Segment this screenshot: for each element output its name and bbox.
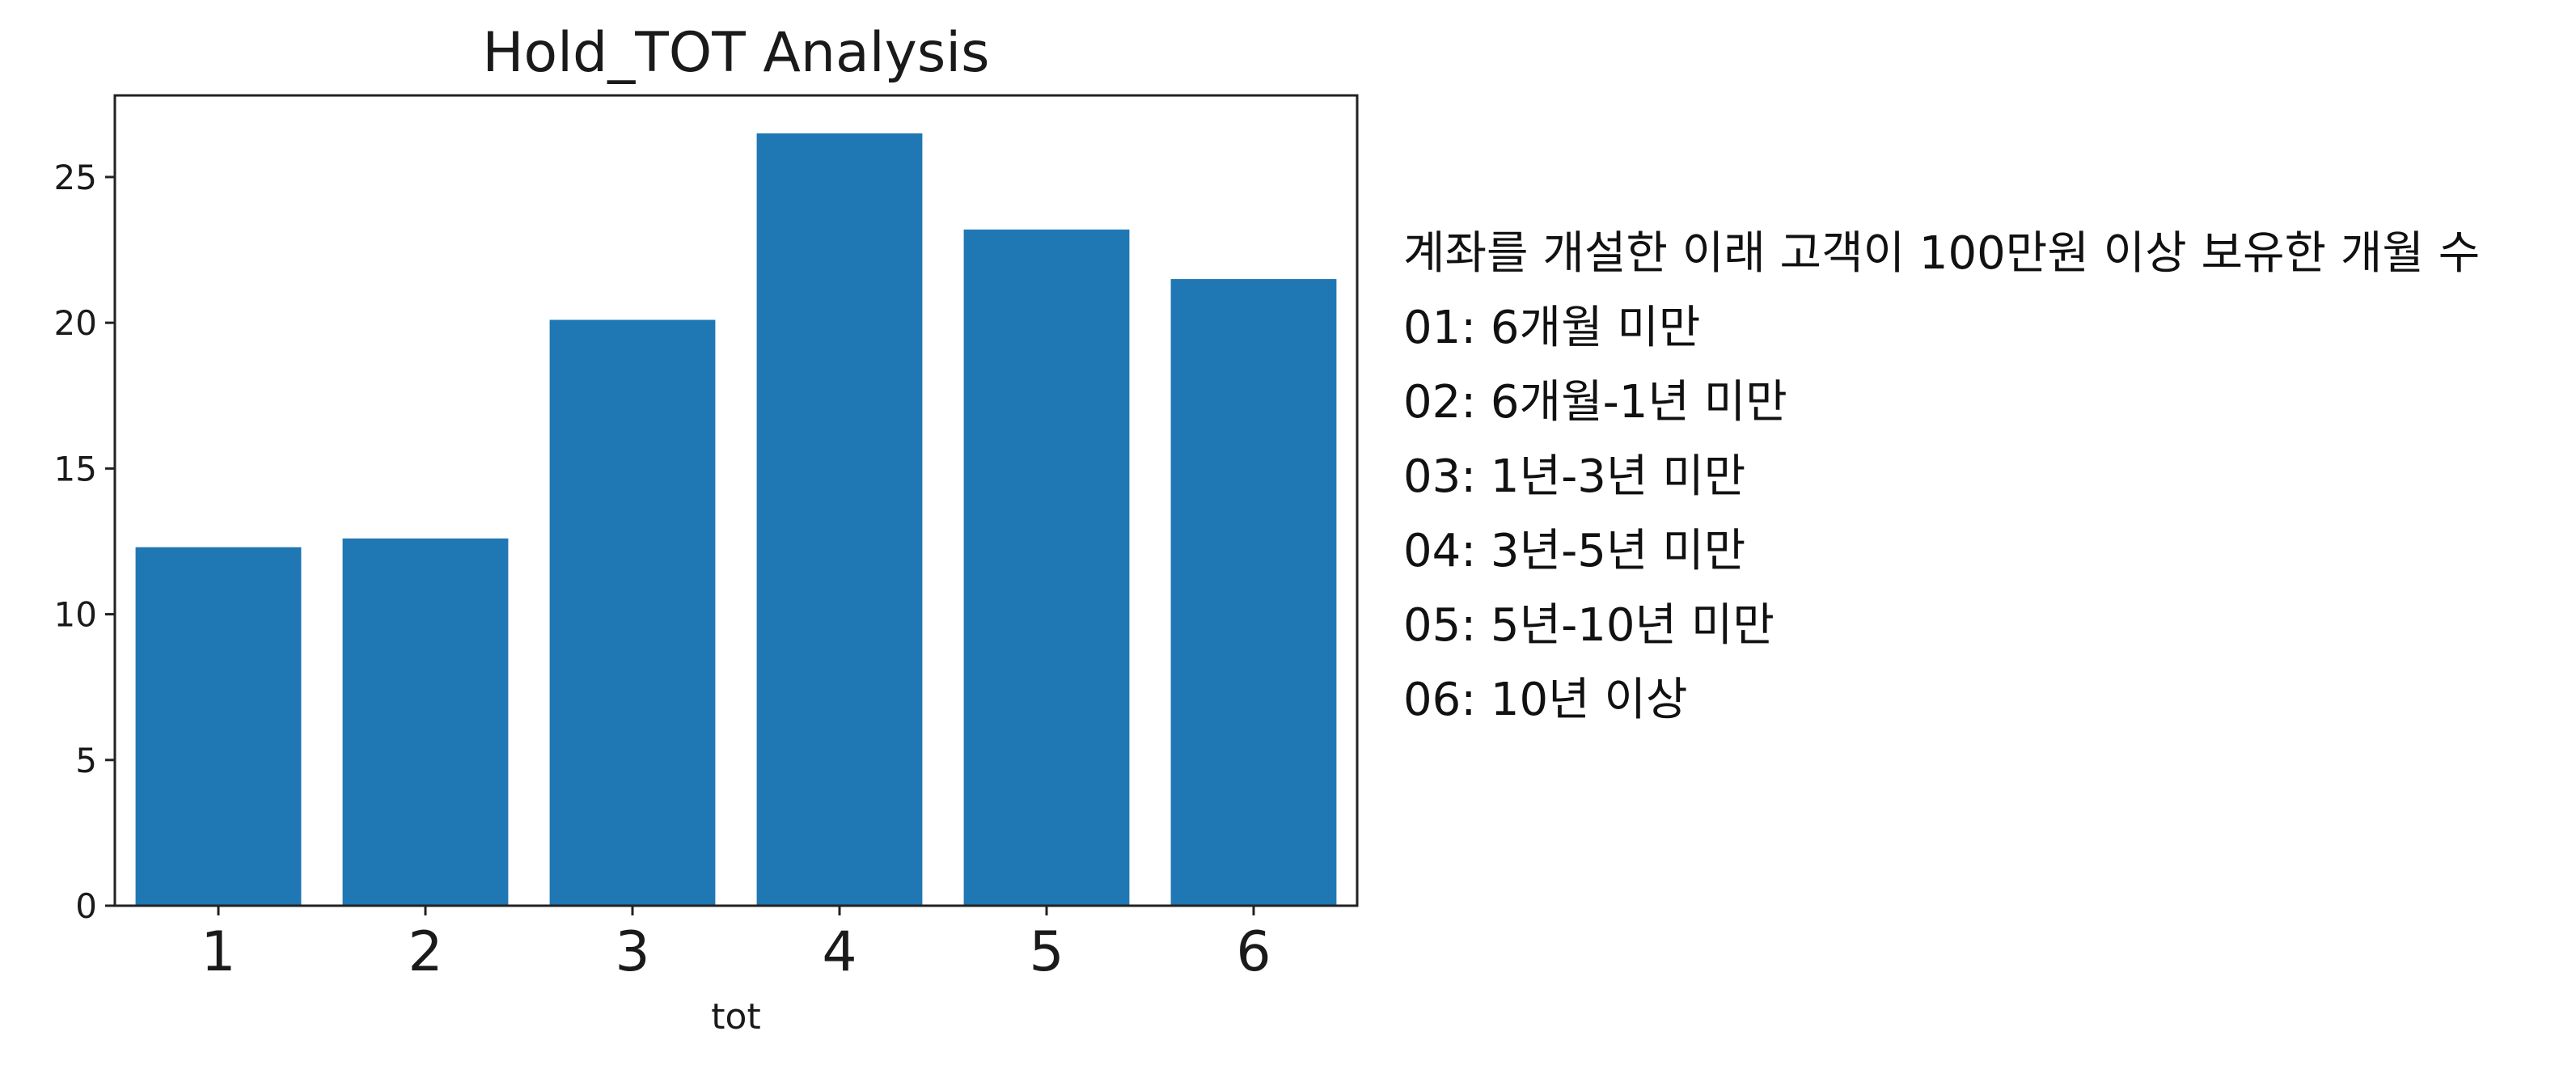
legend-text-block: 계좌를 개설한 이래 고객이 100만원 이상 보유한 개월 수 01: 6개월… xyxy=(1403,217,2560,738)
legend-heading: 계좌를 개설한 이래 고객이 100만원 이상 보유한 개월 수 xyxy=(1403,227,2481,280)
legend-item-01: 01: 6개월 미만 xyxy=(1403,302,1701,354)
bar-5 xyxy=(963,229,1130,906)
plot-frame xyxy=(113,94,1359,907)
legend-item-04: 04: 3년-5년 미만 xyxy=(1403,525,1746,577)
bar-4 xyxy=(756,133,923,907)
y-tick-label-0: 0 xyxy=(75,886,97,926)
x-axis-ticks: 1 2 3 4 5 6 xyxy=(201,906,1271,984)
legend-item-02: 02: 6개월-1년 미만 xyxy=(1403,376,1787,429)
x-tick-label-3: 3 xyxy=(615,920,649,984)
legend-item-05: 05: 5년-10년 미만 xyxy=(1403,599,1774,652)
bar-1 xyxy=(135,547,302,906)
x-tick-label-4: 4 xyxy=(822,920,857,984)
chart-title: Hold_TOT Analysis xyxy=(482,21,989,85)
y-tick-label-15: 15 xyxy=(54,449,97,488)
bar-3 xyxy=(549,319,716,907)
bars-group xyxy=(135,133,1337,907)
legend-item-03: 03: 1년-3년 미만 xyxy=(1403,450,1746,503)
y-tick-label-20: 20 xyxy=(54,303,97,343)
bar-2 xyxy=(342,538,509,906)
x-tick-label-2: 2 xyxy=(408,920,442,984)
legend-item-06: 06: 10년 이상 xyxy=(1403,674,1688,726)
y-axis-ticks: 0 5 10 15 20 25 xyxy=(54,158,115,926)
x-tick-label-5: 5 xyxy=(1029,920,1064,984)
x-axis-label: tot xyxy=(711,996,760,1038)
bar-chart: Hold_TOT Analysis 0 5 10 15 20 25 1 2 3 4 5 6 tot xyxy=(54,21,1359,1038)
y-tick-label-5: 5 xyxy=(75,741,97,780)
x-tick-label-1: 1 xyxy=(201,920,235,984)
x-tick-label-6: 6 xyxy=(1236,920,1271,984)
y-tick-label-25: 25 xyxy=(54,158,97,197)
y-tick-label-10: 10 xyxy=(54,595,97,635)
bar-6 xyxy=(1170,279,1337,907)
